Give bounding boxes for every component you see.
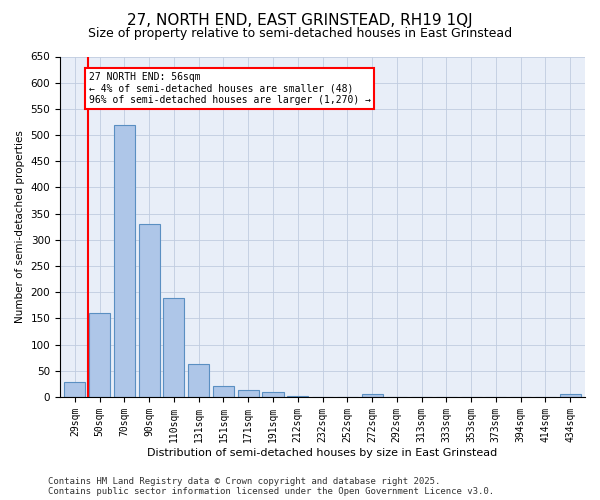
X-axis label: Distribution of semi-detached houses by size in East Grinstead: Distribution of semi-detached houses by … <box>148 448 497 458</box>
Text: 27 NORTH END: 56sqm
← 4% of semi-detached houses are smaller (48)
96% of semi-de: 27 NORTH END: 56sqm ← 4% of semi-detache… <box>89 72 371 106</box>
Bar <box>163 298 184 397</box>
Bar <box>262 392 284 397</box>
Bar <box>287 396 308 397</box>
Text: Size of property relative to semi-detached houses in East Grinstead: Size of property relative to semi-detach… <box>88 28 512 40</box>
Text: Contains HM Land Registry data © Crown copyright and database right 2025.
Contai: Contains HM Land Registry data © Crown c… <box>48 476 494 496</box>
Text: 27, NORTH END, EAST GRINSTEAD, RH19 1QJ: 27, NORTH END, EAST GRINSTEAD, RH19 1QJ <box>127 12 473 28</box>
Bar <box>560 394 581 397</box>
Bar <box>238 390 259 397</box>
Bar <box>362 394 383 397</box>
Bar <box>64 382 85 397</box>
Y-axis label: Number of semi-detached properties: Number of semi-detached properties <box>15 130 25 323</box>
Bar <box>188 364 209 397</box>
Bar <box>89 313 110 397</box>
Bar <box>114 124 135 397</box>
Bar <box>139 224 160 397</box>
Bar <box>213 386 234 397</box>
